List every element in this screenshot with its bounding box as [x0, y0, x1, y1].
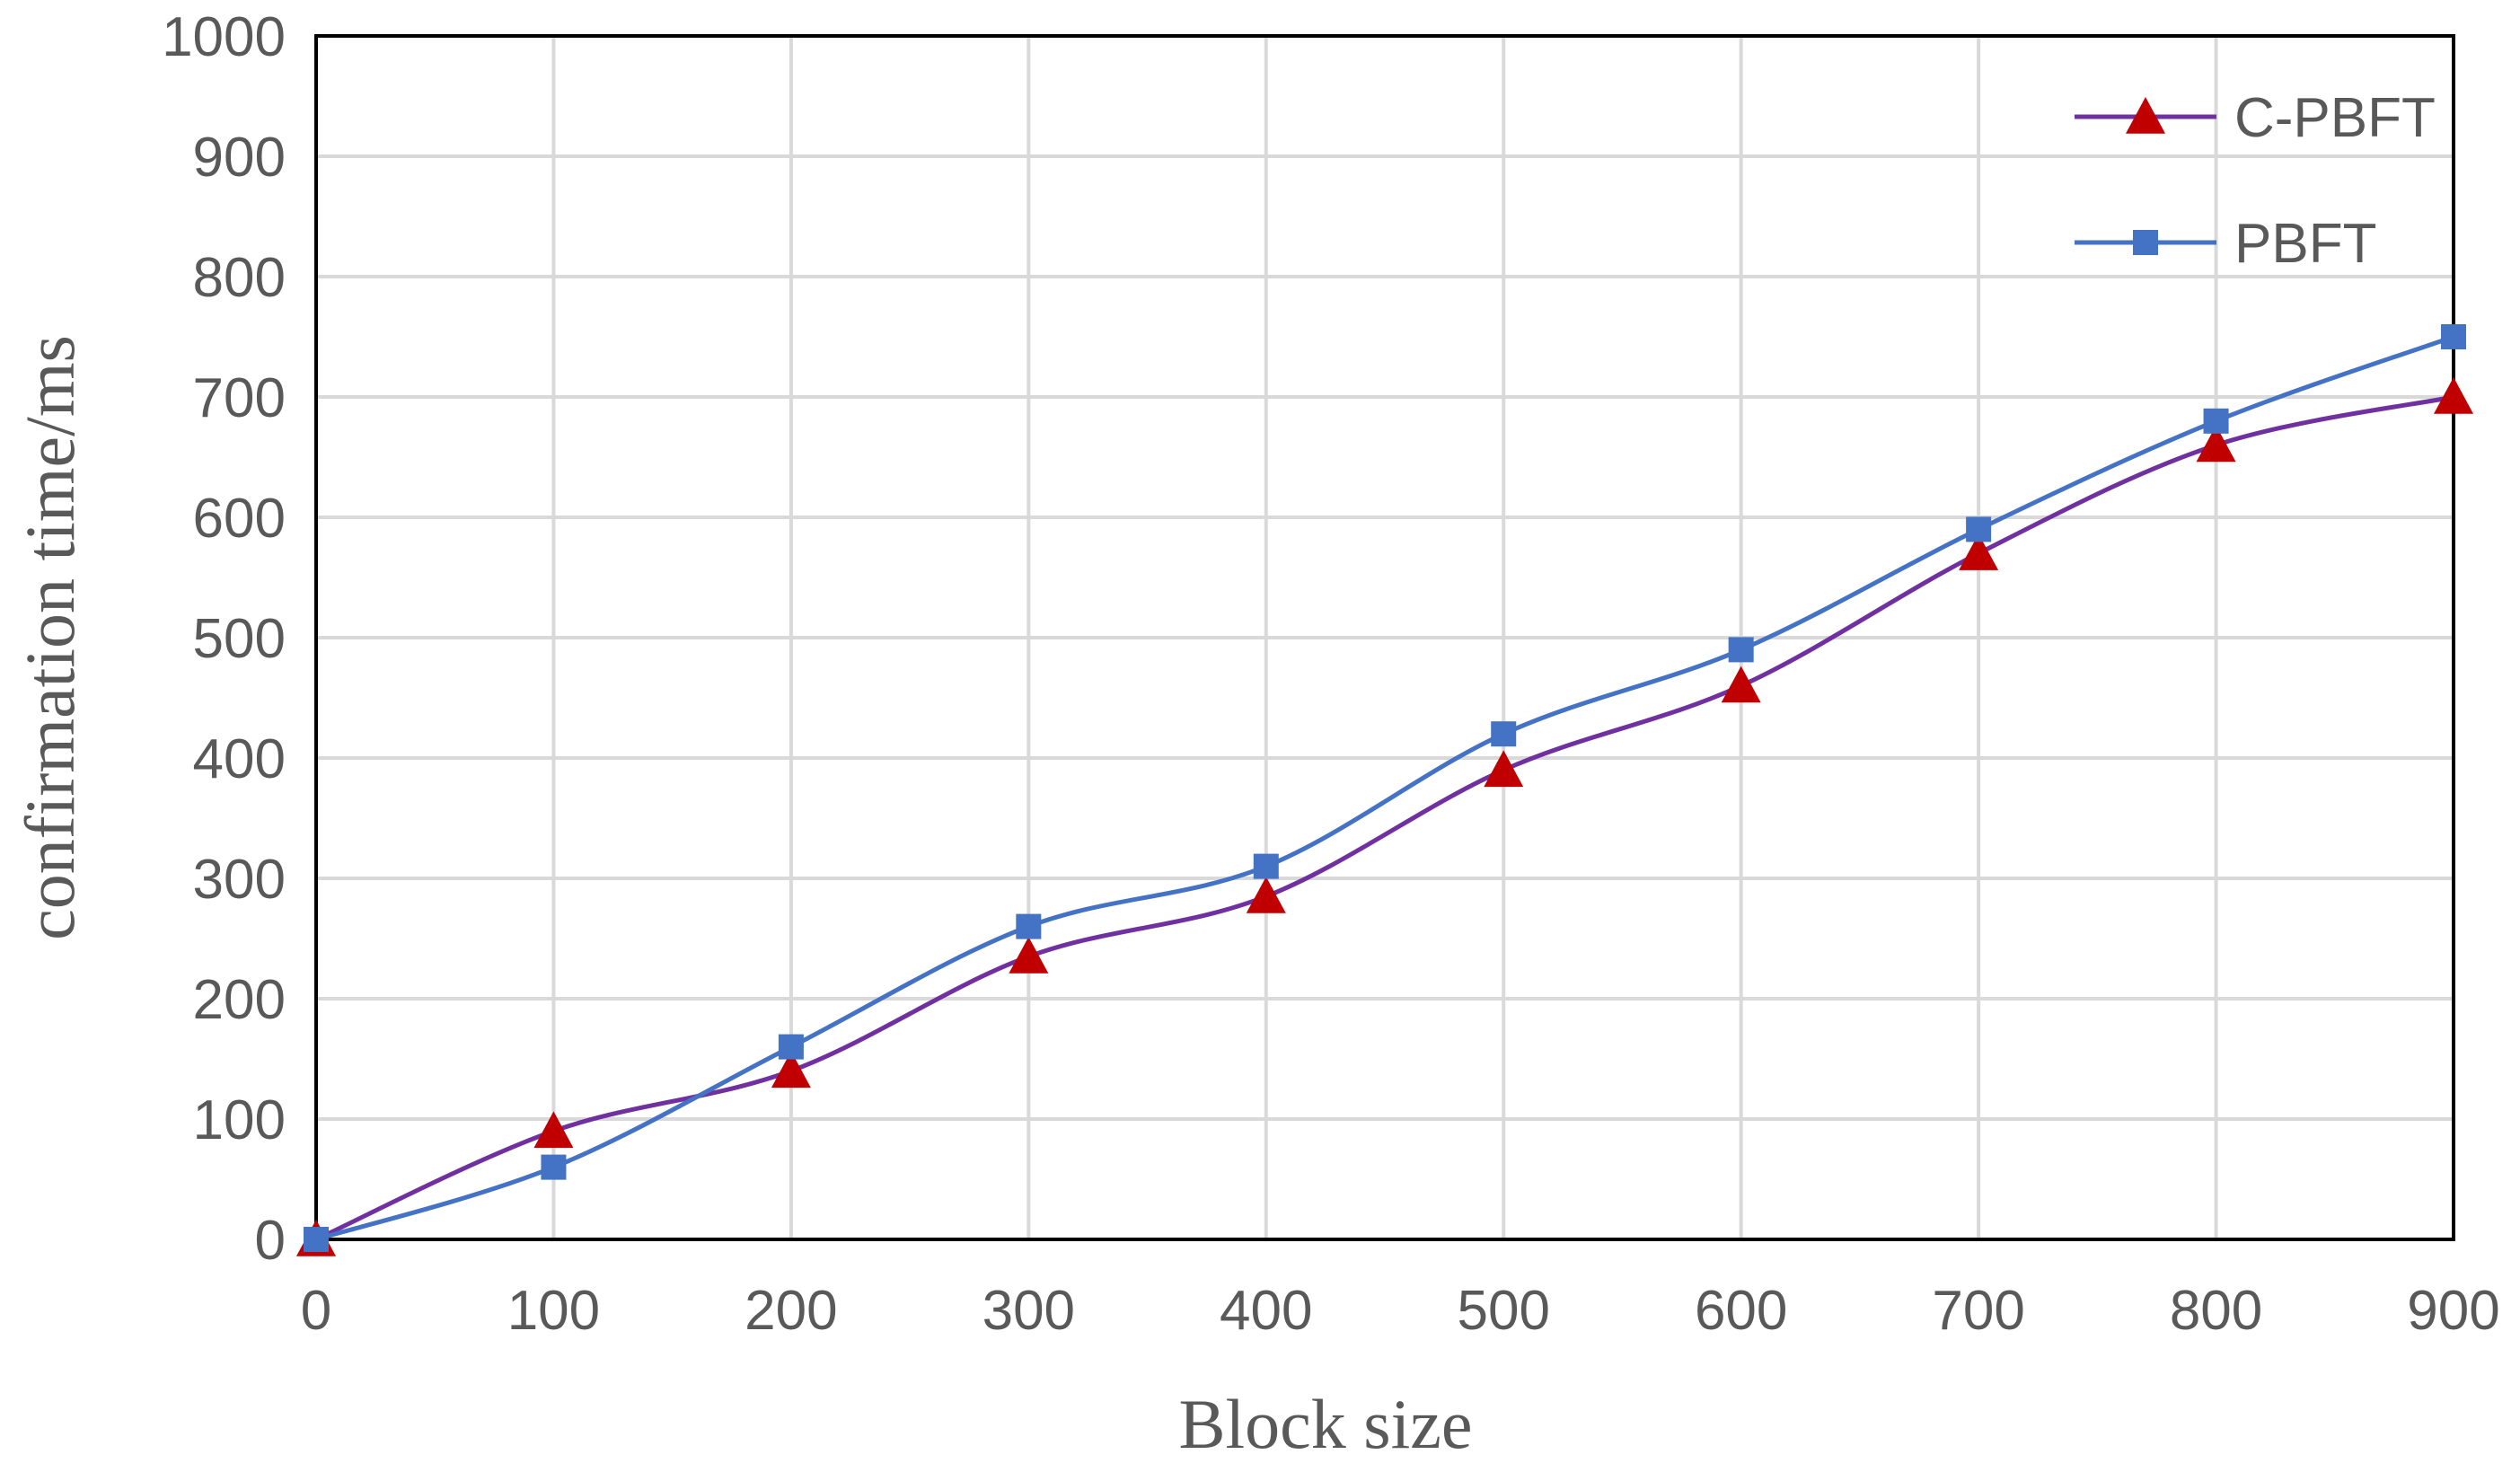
- data-point: [1728, 637, 1754, 663]
- data-point: [533, 1111, 574, 1149]
- y-axis-tick-labels: 0 100 200 300 400 500 600 700 800 900 1000: [162, 6, 286, 1272]
- y-tick-label: 400: [193, 728, 286, 790]
- data-point: [1016, 913, 1042, 939]
- x-axis-title: Block size: [1178, 1385, 1472, 1463]
- y-tick-label: 600: [193, 488, 286, 550]
- data-point: [1484, 750, 1524, 788]
- y-tick-label: 200: [193, 969, 286, 1031]
- y-tick-label: 100: [193, 1089, 286, 1151]
- x-tick-label: 300: [982, 1280, 1075, 1342]
- data-point: [2196, 425, 2236, 463]
- x-axis-tick-labels: 0 100 200 300 400 500 600 700 800 900: [301, 1280, 2500, 1342]
- x-tick-label: 600: [1695, 1280, 1787, 1342]
- plot-area-frame: [314, 34, 2455, 1241]
- x-tick-label: 200: [745, 1280, 837, 1342]
- legend-marker: [2133, 230, 2158, 255]
- data-point: [1253, 853, 1279, 879]
- data-point: [2203, 408, 2229, 434]
- series-line: [315, 334, 2454, 1242]
- legend-marker: [2126, 97, 2165, 134]
- series-layer: [296, 324, 2473, 1256]
- x-tick-label: 400: [1220, 1280, 1312, 1342]
- data-point: [771, 1051, 811, 1089]
- x-tick-label: 700: [1932, 1280, 2024, 1342]
- series-pbft: [304, 324, 2466, 1252]
- legend-label: C-PBFT: [2234, 87, 2436, 149]
- data-point: [1721, 665, 1761, 703]
- legend-label: PBFT: [2234, 213, 2376, 275]
- data-point: [1966, 516, 1992, 542]
- y-tick-label: 700: [193, 367, 286, 429]
- x-tick-label: 900: [2407, 1280, 2499, 1342]
- y-tick-label: 300: [193, 849, 286, 911]
- data-point: [1959, 533, 1999, 570]
- data-point: [1009, 937, 1049, 974]
- series-c-pbft: [296, 377, 2473, 1256]
- x-tick-label: 0: [301, 1280, 331, 1342]
- legend-item: PBFT: [2075, 213, 2376, 275]
- y-tick-label: 500: [193, 608, 286, 670]
- legend: C-PBFT PBFT: [2075, 87, 2436, 275]
- y-axis-title: confirmation time/ms: [11, 335, 89, 940]
- x-tick-label: 100: [507, 1280, 600, 1342]
- data-point: [2441, 324, 2466, 349]
- data-point: [1491, 721, 1517, 747]
- data-point: [541, 1154, 567, 1180]
- y-tick-label: 1000: [162, 6, 286, 68]
- y-tick-label: 800: [193, 247, 286, 309]
- data-point: [778, 1034, 804, 1060]
- data-point: [1246, 877, 1286, 913]
- grid-lines: [314, 34, 2455, 1241]
- legend-item: C-PBFT: [2075, 87, 2436, 149]
- series-line: [314, 394, 2454, 1242]
- data-point: [304, 1227, 329, 1252]
- y-tick-label: 900: [193, 127, 286, 189]
- x-tick-label: 800: [2170, 1280, 2262, 1342]
- data-point: [2434, 377, 2473, 414]
- x-tick-label: 500: [1457, 1280, 1549, 1342]
- y-tick-label: 0: [255, 1210, 286, 1272]
